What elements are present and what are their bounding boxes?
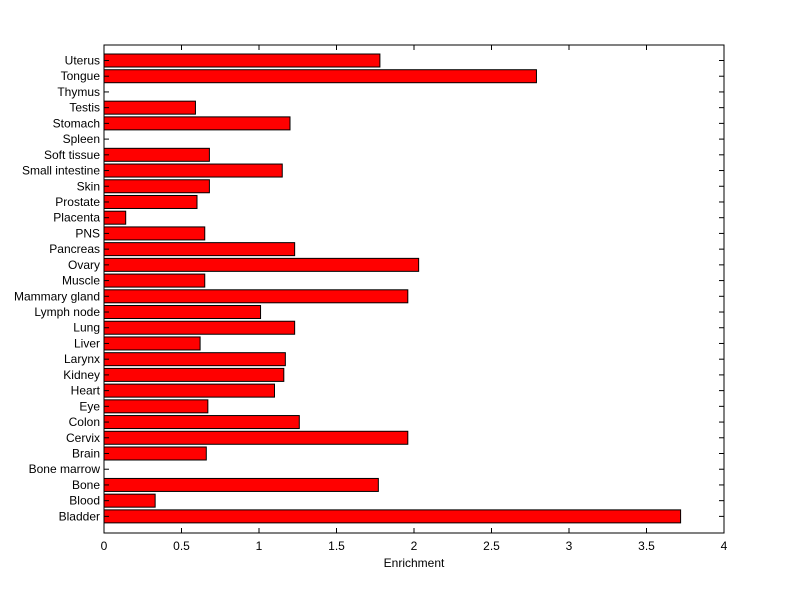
bar-testis: [103, 100, 196, 115]
bar-muscle: [103, 273, 206, 288]
y-tick-label: Tongue: [61, 69, 101, 83]
bar-bladder: [103, 509, 682, 524]
y-tick-label: Testis: [69, 101, 100, 115]
y-tick-label: Heart: [71, 384, 101, 398]
bar-liver: [103, 336, 201, 351]
x-ticks: 0 0.5 1 1.5 2 2.5 3 3.5 4: [101, 45, 728, 553]
bar-pancreas: [103, 242, 296, 257]
bar-soft-tissue: [103, 147, 210, 162]
y-tick-label: Cervix: [66, 431, 100, 445]
y-tick-label: Mammary gland: [14, 289, 100, 303]
y-tick-label: Bone: [72, 478, 100, 492]
x-tick-label: 4: [721, 539, 728, 553]
y-tick-label: Thymus: [57, 85, 100, 99]
bar-blood: [103, 493, 156, 508]
y-tick-label: Blood: [69, 494, 100, 508]
bar-ovary: [103, 257, 420, 272]
bar-stomach: [103, 116, 291, 131]
bar-mammary-gland: [103, 289, 409, 304]
y-tick-label: Stomach: [53, 116, 100, 130]
bar-larynx: [103, 352, 286, 367]
x-tick-label: 2.5: [483, 539, 500, 553]
bar-lung: [103, 320, 296, 335]
x-tick-label: 1: [256, 539, 263, 553]
bar-bone: [103, 477, 379, 492]
y-tick-label: Eye: [79, 399, 100, 413]
y-tick-label: Lung: [73, 321, 100, 335]
bar-heart: [103, 383, 275, 398]
y-tick-label: Liver: [74, 336, 100, 350]
bar-uterus: [103, 53, 381, 68]
bar-eye: [103, 399, 209, 414]
bar-kidney: [103, 367, 285, 382]
y-tick-label: Skin: [77, 179, 100, 193]
y-tick-label: Uterus: [65, 54, 100, 68]
bar-lymph-node: [103, 305, 262, 320]
y-tick-label: Bladder: [59, 509, 100, 523]
y-tick-label: Placenta: [53, 211, 100, 225]
bar-colon: [103, 415, 300, 430]
y-tick-label: Spleen: [63, 132, 100, 146]
y-tick-label: Ovary: [68, 258, 100, 272]
y-tick-label: Brain: [72, 447, 100, 461]
y-tick-label: Prostate: [55, 195, 100, 209]
x-tick-label: 0.5: [173, 539, 190, 553]
y-tick-label: Pancreas: [49, 242, 100, 256]
x-tick-label: 3.5: [638, 539, 655, 553]
bar-pns: [103, 226, 206, 241]
bar-brain: [103, 446, 207, 461]
y-tick-label: Muscle: [62, 274, 100, 288]
y-tick-label: Soft tissue: [44, 148, 100, 162]
y-tick-label: Small intestine: [22, 164, 100, 178]
bar-cervix: [103, 430, 409, 445]
bars: [103, 53, 682, 524]
x-tick-label: 3: [566, 539, 573, 553]
x-axis-label: Enrichment: [384, 556, 445, 570]
bar-skin: [103, 179, 210, 194]
y-tick-label: Lymph node: [34, 305, 100, 319]
bar-small-intestine: [103, 163, 283, 178]
y-tick-label: Larynx: [64, 352, 100, 366]
x-tick-label: 0: [101, 539, 108, 553]
bar-prostate: [103, 194, 198, 209]
bar-tongue: [103, 69, 537, 84]
y-tick-label: PNS: [75, 226, 100, 240]
y-tick-label: Bone marrow: [29, 462, 101, 476]
x-tick-label: 1.5: [328, 539, 345, 553]
y-tick-label: Colon: [69, 415, 100, 429]
y-tick-label: Kidney: [63, 368, 100, 382]
x-tick-label: 2: [411, 539, 418, 553]
